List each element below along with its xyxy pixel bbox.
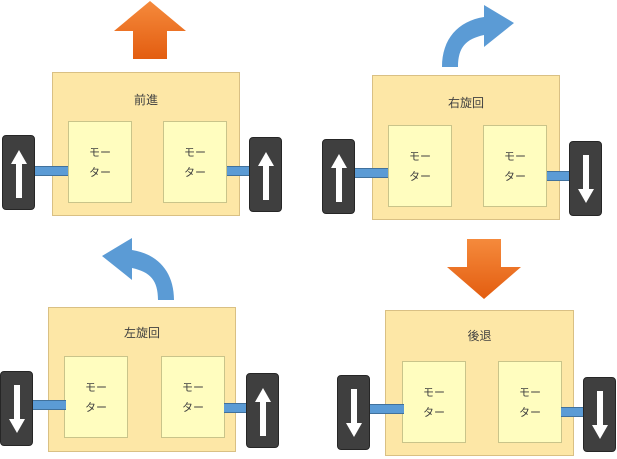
wheel-left <box>2 135 35 210</box>
wheel-left <box>0 371 33 446</box>
wheel-right <box>583 377 616 452</box>
wheel-right <box>246 373 279 448</box>
down-arrow-icon <box>578 155 594 203</box>
motor-label-line1: モー <box>89 146 111 159</box>
motor-label-line2: ター <box>409 170 431 183</box>
down-arrow-icon <box>9 385 25 433</box>
motor-right: モー ター <box>483 125 547 207</box>
shaft-right <box>224 403 248 413</box>
panel-title: 右旋回 <box>447 96 484 110</box>
down-arrow-icon <box>592 391 608 439</box>
motor-label-line2: ター <box>182 401 204 414</box>
motor-label-line2: ター <box>184 166 206 179</box>
wheel-left <box>337 375 370 450</box>
motor-right: モー ター <box>498 361 562 443</box>
motor-label-line1: モー <box>85 381 107 394</box>
shaft-right <box>561 407 585 417</box>
up-arrow-icon <box>11 150 27 198</box>
motor-label-line2: ター <box>504 170 526 183</box>
shaft-left <box>34 166 68 176</box>
motor-label-line1: モー <box>409 150 431 163</box>
chassis: 後退 <box>385 310 574 456</box>
motor-label-line2: ター <box>519 406 541 419</box>
motor-right: モー ター <box>163 121 227 203</box>
shaft-left <box>354 168 388 178</box>
motor-label-line2: ター <box>423 406 445 419</box>
motor-left: モー ター <box>64 356 128 438</box>
backward-arrow-icon <box>447 239 521 299</box>
wheel-left <box>322 139 355 214</box>
shaft-right <box>547 171 571 181</box>
chassis: 右旋回 <box>372 75 560 220</box>
up-arrow-icon <box>331 154 347 202</box>
motor-label-line1: モー <box>504 150 526 163</box>
forward-arrow-icon <box>114 1 186 59</box>
motor-left: モー ター <box>68 121 132 203</box>
motor-label-line1: モー <box>182 381 204 394</box>
motor-label-line2: ター <box>89 166 111 179</box>
panel-title: 左旋回 <box>123 326 160 340</box>
chassis: 前進 <box>52 72 240 216</box>
shaft-left <box>370 404 404 414</box>
motor-label-line1: モー <box>519 386 541 399</box>
shaft-right <box>227 166 251 176</box>
motor-label-line1: モー <box>184 146 206 159</box>
motor-label-line2: ター <box>85 401 107 414</box>
panel-title: 後退 <box>467 329 492 343</box>
chassis: 左旋回 <box>48 307 236 452</box>
motor-right: モー ター <box>161 356 225 438</box>
down-arrow-icon <box>346 389 362 437</box>
panel-title: 前進 <box>133 93 158 107</box>
up-arrow-icon <box>255 388 271 436</box>
shaft-left <box>32 400 66 410</box>
motor-left: モー ター <box>388 125 452 207</box>
wheel-right <box>569 141 602 216</box>
motor-left: モー ター <box>402 361 466 443</box>
up-arrow-icon <box>258 152 274 200</box>
wheel-right <box>249 137 282 212</box>
rotate-right-arrow-icon <box>442 5 514 67</box>
motor-label-line1: モー <box>423 386 445 399</box>
rotate-left-arrow-icon <box>102 238 174 300</box>
